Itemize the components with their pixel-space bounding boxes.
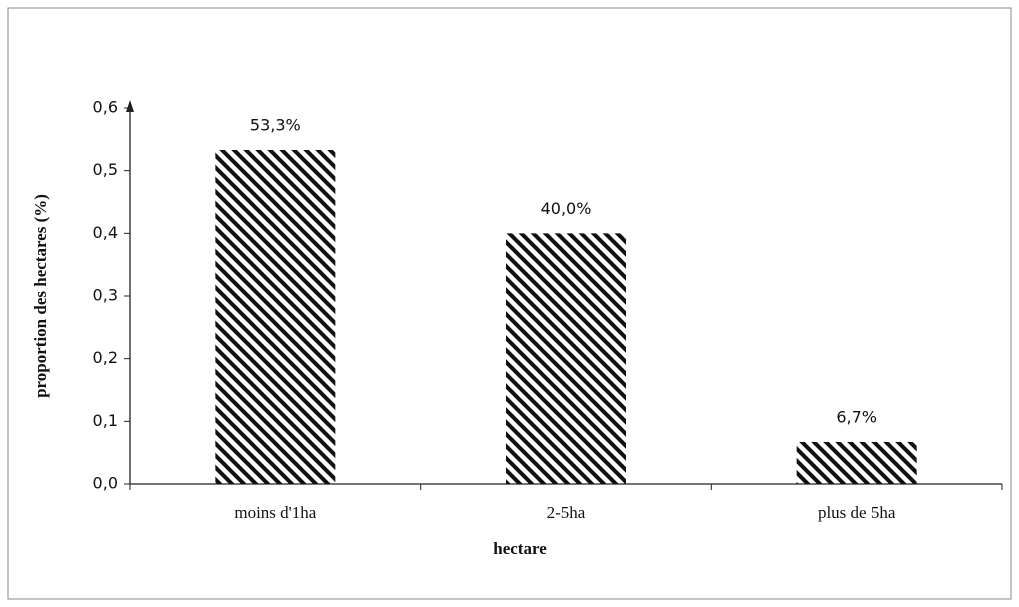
y-tick-label: 0,1 — [93, 411, 118, 430]
y-tick-label: 0,4 — [93, 223, 118, 242]
bar — [215, 149, 336, 484]
bar — [506, 233, 626, 484]
x-tick-label: 2-5ha — [547, 503, 586, 522]
y-tick-label: 0,0 — [93, 474, 118, 493]
value-label: 6,7% — [836, 408, 877, 427]
frame — [7, 7, 1012, 600]
y-axis-label: proportion des hectares (%) — [31, 194, 50, 398]
x-tick-label: moins d'1ha — [234, 503, 316, 522]
bar — [796, 442, 917, 484]
x-axis-label: hectare — [493, 539, 547, 558]
y-tick-label: 0,6 — [93, 98, 118, 117]
y-tick-label: 0,3 — [93, 286, 118, 305]
y-tick-label: 0,5 — [93, 160, 118, 179]
value-label: 40,0% — [541, 199, 592, 218]
x-tick-label: plus de 5ha — [818, 503, 896, 522]
y-axis-arrow — [126, 100, 134, 112]
value-label: 53,3% — [250, 115, 301, 134]
y-tick-label: 0,2 — [93, 348, 118, 367]
